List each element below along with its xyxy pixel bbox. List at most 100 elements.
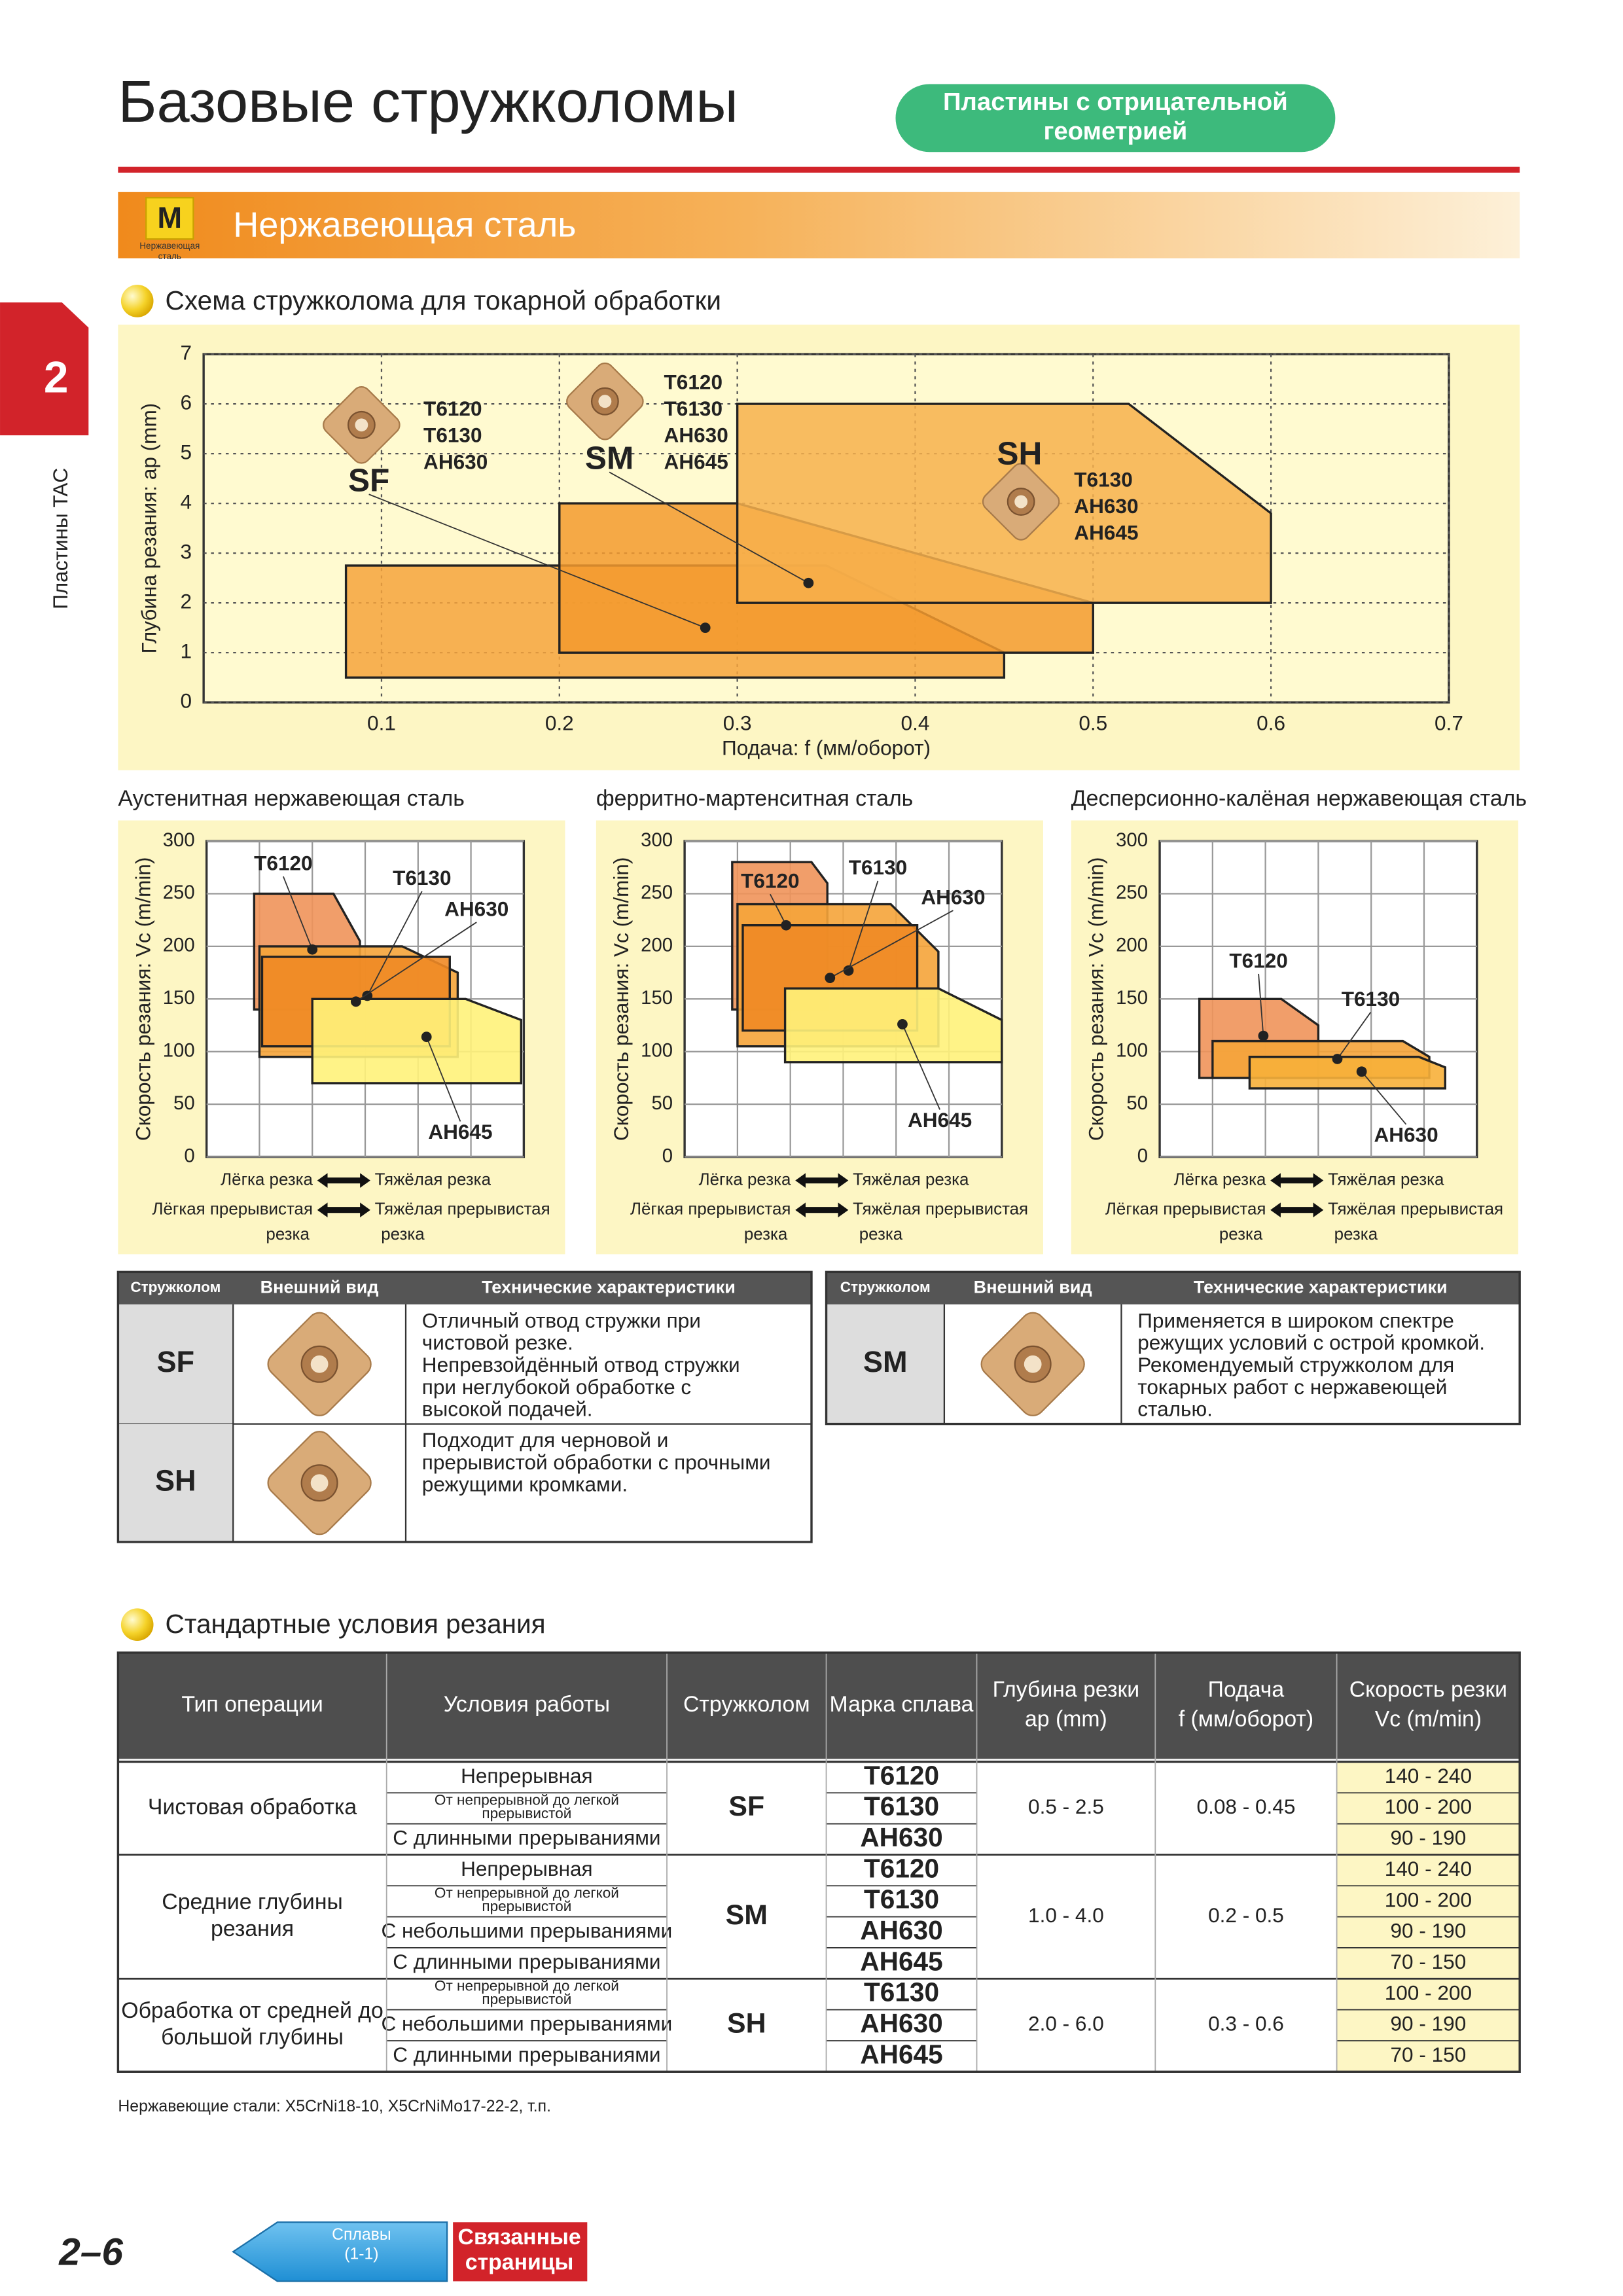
leader-line xyxy=(902,1024,940,1110)
y-tick-label: 250 xyxy=(1116,882,1148,903)
y-tick-label: 150 xyxy=(641,987,673,1009)
speed: 90 - 190 xyxy=(1390,1919,1466,1943)
leader-line xyxy=(847,880,879,971)
badge-text: Пластины с отрицательной xyxy=(943,88,1288,116)
feature-text: режущими кромками. xyxy=(422,1473,628,1496)
region-name: SM xyxy=(585,439,633,476)
region-name: AH630 xyxy=(444,897,508,920)
cond-header-cell: f (мм/оборот) xyxy=(1179,1707,1313,1732)
leader-line xyxy=(1258,973,1264,1036)
region-dot xyxy=(350,996,361,1007)
page-number: 2–6 xyxy=(58,2231,123,2273)
y-tick-label: 1 xyxy=(181,639,192,662)
leader-line xyxy=(355,922,477,1003)
region-dot xyxy=(307,944,318,955)
table-header xyxy=(118,1272,812,1304)
region-name: T6120 xyxy=(254,851,312,874)
leader-line xyxy=(368,493,706,628)
y-tick-label: 50 xyxy=(173,1092,195,1114)
cond-header-cell: Скорость резки xyxy=(1349,1677,1507,1702)
region-name: AH630 xyxy=(921,885,985,908)
cond-header-cell: ap (mm) xyxy=(1025,1707,1107,1732)
cond-header-cell: Условия работы xyxy=(444,1692,610,1717)
region-grade: AH630 xyxy=(664,423,728,447)
chart-title: Аустенитная нержавеющая сталь xyxy=(118,786,464,811)
breaker-cell xyxy=(826,1304,944,1424)
badge-text: геометрией xyxy=(1043,117,1187,145)
condition: С длинными прерываниями xyxy=(393,1950,660,1973)
section-icon-caption: Нержавеющая xyxy=(139,241,200,251)
y-tick-label: 100 xyxy=(163,1039,195,1061)
region-name: SH xyxy=(997,435,1042,472)
depth: 1.0 - 4.0 xyxy=(1028,1903,1104,1927)
x-tick-label: 0.1 xyxy=(367,711,396,734)
y-tick-label: 200 xyxy=(163,935,195,956)
feature-text: прерывистой обработки с прочными xyxy=(422,1450,771,1474)
cond-header-cell: Подача xyxy=(1208,1677,1285,1702)
breaker: SM xyxy=(726,1899,768,1931)
page-title: Базовые стружколомы xyxy=(118,69,738,135)
nav-button[interactable] xyxy=(232,2221,448,2282)
nav-text: Сплавы xyxy=(332,2226,391,2244)
leader-line xyxy=(829,910,954,978)
region-dot xyxy=(897,1019,908,1030)
condition: От непрерывной до легкой xyxy=(435,1792,619,1808)
y-tick-label: 200 xyxy=(641,935,673,956)
y-tick-label: 300 xyxy=(163,829,195,851)
x-axis-label: Лёгка резка xyxy=(699,1170,791,1189)
cond-header-cell: Марка сплава xyxy=(830,1692,974,1717)
table-border xyxy=(116,1270,813,1543)
table-header-cell: Внешний вид xyxy=(260,1277,379,1297)
table-header-cell: Технические характеристики xyxy=(1194,1277,1448,1297)
x-axis-label: резка xyxy=(859,1225,903,1244)
condition: прерывистой xyxy=(482,1991,571,2007)
condition: Непрерывная xyxy=(461,1764,593,1787)
y-axis-title: Скорость резания: Vc (m/min) xyxy=(1084,857,1108,1141)
region-grade: AH645 xyxy=(1074,520,1138,544)
feature-text: высокой подачей. xyxy=(422,1397,593,1421)
condition: С длинными прерываниями xyxy=(393,2043,660,2066)
cond-header-cell: Vc (m/min) xyxy=(1375,1707,1482,1732)
operation: резания xyxy=(211,1916,294,1941)
x-axis-label: Лёгкая прерывистая xyxy=(630,1200,791,1219)
related-text: Связанные xyxy=(458,2225,581,2250)
operation: Чистовая обработка xyxy=(148,1795,357,1820)
x-tick-label: 0.3 xyxy=(723,711,752,734)
condition: От непрерывной до легкой xyxy=(435,1885,619,1901)
feature-text: Непревзойдённый отвод стружки xyxy=(422,1353,740,1376)
y-tick-label: 4 xyxy=(181,490,192,513)
y-axis-title: Глубина резания: ap (mm) xyxy=(137,403,160,654)
speed: 100 - 200 xyxy=(1385,1795,1472,1818)
double-arrow xyxy=(317,1173,370,1188)
region-name: T6120 xyxy=(741,869,799,893)
y-tick-label: 150 xyxy=(163,987,195,1009)
condition: прерывистой xyxy=(482,1898,571,1914)
x-axis-label: резка xyxy=(1334,1225,1378,1244)
insert-hole-inner xyxy=(310,1474,329,1492)
y-tick-label: 100 xyxy=(641,1039,673,1061)
speed: 70 - 150 xyxy=(1390,1950,1466,1973)
grade: T6130 xyxy=(864,1884,939,1914)
depth: 0.5 - 2.5 xyxy=(1028,1795,1104,1818)
related-button[interactable] xyxy=(453,2222,588,2282)
table-header xyxy=(826,1272,1520,1304)
condition: Непрерывная xyxy=(461,1857,593,1880)
x-axis-label: Тяжёлая резка xyxy=(375,1170,491,1189)
breaker-name: SF xyxy=(157,1345,195,1378)
x-axis-label: Тяжёлая резка xyxy=(853,1170,969,1189)
breaker: SF xyxy=(728,1791,764,1822)
grade: T6130 xyxy=(864,1791,939,1821)
speed: 90 - 190 xyxy=(1390,2012,1466,2036)
footnote: Нержавеющие стали: X5CrNi18-10, X5CrNiMo… xyxy=(118,2098,551,2115)
side-tab-label: Пластины TAC xyxy=(48,468,72,609)
region-name: T6130 xyxy=(393,866,451,889)
region-name: AH630 xyxy=(1374,1122,1438,1146)
y-tick-label: 250 xyxy=(163,882,195,903)
feature-text: режущих условий с острой кромкой. xyxy=(1137,1331,1485,1354)
breaker: SH xyxy=(727,2008,766,2039)
y-tick-label: 50 xyxy=(651,1092,673,1114)
cond-header xyxy=(118,1653,1520,1759)
leader-line xyxy=(1361,1071,1407,1125)
area-region xyxy=(783,987,1003,1064)
